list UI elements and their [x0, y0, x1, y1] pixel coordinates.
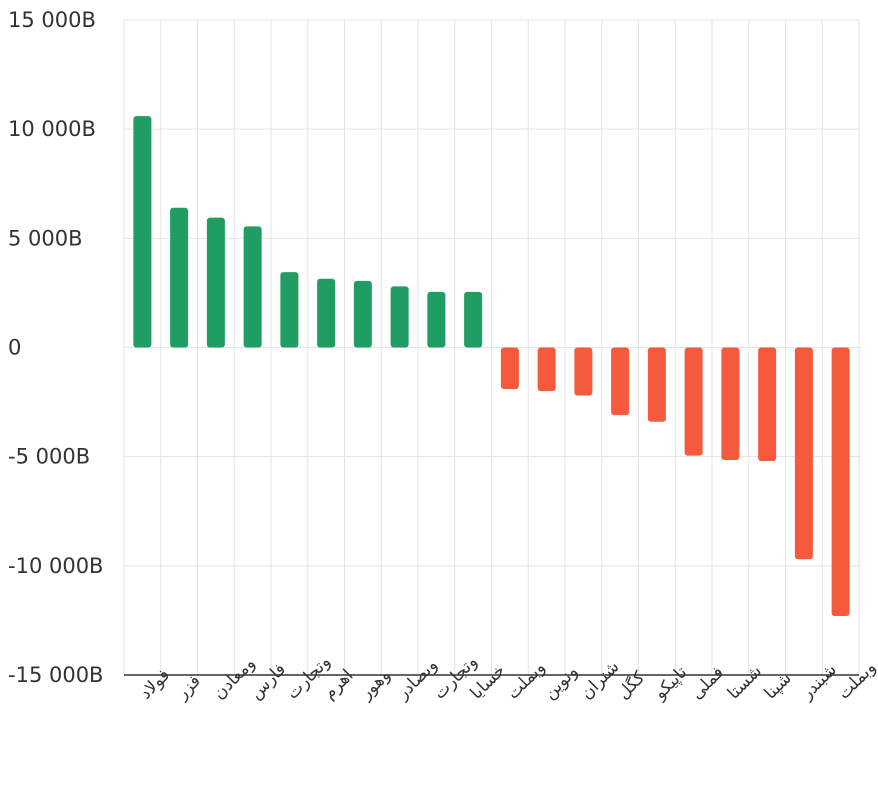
- y-tick-label: 5 000B: [8, 226, 83, 250]
- x-tick-label: فملی: [687, 663, 728, 704]
- bar: [170, 207, 189, 348]
- x-tick-label: شستا: [724, 661, 766, 703]
- x-tick-label: ونوین: [540, 662, 582, 704]
- grid-lines: [123, 19, 860, 675]
- y-axis-labels: 15 000B 10 000B 5 000B 0 -5 000B -10 000B -15 …: [8, 8, 103, 687]
- x-tick-label: وهور: [356, 665, 395, 704]
- y-tick-label: -5 000B: [8, 445, 90, 469]
- y-tick-label: 10 000B: [8, 117, 96, 141]
- x-tick-label: وبملت: [834, 658, 878, 704]
- bar: [464, 291, 483, 348]
- bar: [280, 272, 299, 348]
- bar: [317, 278, 336, 348]
- bar: [427, 291, 446, 348]
- bar: [758, 347, 777, 462]
- x-tick-label: تاپیکو: [650, 662, 692, 704]
- x-tick-label: فولاد: [136, 665, 174, 703]
- x-tick-label: وبصادر: [392, 655, 441, 704]
- bar: [611, 347, 630, 416]
- y-tick-label: 0: [8, 336, 21, 360]
- bar: [574, 347, 593, 396]
- bar: [353, 280, 372, 348]
- bar: [537, 347, 556, 392]
- bar: [206, 217, 225, 348]
- x-tick-label: شپنا: [761, 668, 796, 703]
- bar: [500, 347, 519, 389]
- x-tick-label: فزر: [172, 671, 205, 704]
- y-tick-label: 15 000B: [8, 8, 96, 32]
- bar: [684, 347, 703, 456]
- y-tick-label: -10 000B: [8, 554, 103, 578]
- bar: [243, 226, 262, 348]
- x-tick-label: شتران: [577, 657, 624, 704]
- x-tick-label: وبملت: [503, 658, 549, 704]
- bar: [390, 286, 409, 348]
- bar: [721, 347, 740, 460]
- bar: [133, 116, 152, 348]
- x-tick-label: شبندر: [797, 660, 841, 704]
- bar: [831, 347, 850, 617]
- y-tick-label: -15 000B: [8, 663, 103, 687]
- bar: [794, 347, 813, 560]
- bars: [133, 116, 850, 617]
- bar: [647, 347, 666, 422]
